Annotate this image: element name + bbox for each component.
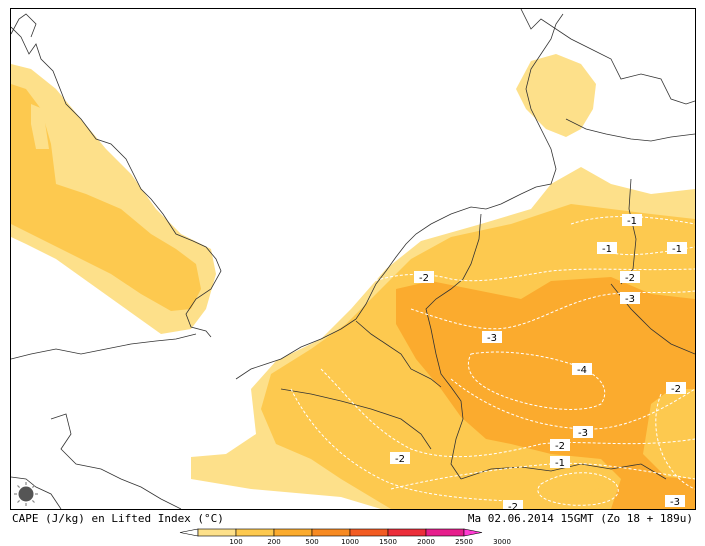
legend-tick-label: 100 [229,538,242,546]
svg-text:-2: -2 [395,454,405,465]
coastline-benelux [355,186,537,320]
border-fr-de [450,386,464,480]
map-canvas: -1 -1 -1 -2 -3 -2 [11,9,695,509]
contour-label: -2 [550,439,570,452]
contour-label: -3 [665,495,685,508]
coastline-scotland [11,13,37,38]
svg-text:-3: -3 [670,497,680,508]
svg-text:-2: -2 [671,384,681,395]
svg-text:-2: -2 [419,273,429,284]
legend-tick-label: 2500 [455,538,473,546]
svg-text:-2: -2 [508,502,518,509]
legend-swatch [273,528,313,537]
contour-label: -1 [622,214,642,227]
legend-swatch [235,528,275,537]
contour-li-2-sw [290,388,512,502]
color-legend: 100 200 500 1000 1500 2000 2500 3000 [179,528,511,546]
svg-text:-3: -3 [578,428,588,439]
contour-label: -3 [482,331,502,344]
coastline-baltic [565,118,695,142]
contour-li-2-east [655,393,695,490]
svg-text:-2: -2 [555,441,565,452]
coastline-layer [11,9,695,509]
contour-label: -3 [573,426,593,439]
contour-li-2-south [320,368,695,458]
coastline-uk [11,26,222,338]
coastline-scandinavia [520,9,695,105]
legend-tick-label: 1500 [379,538,397,546]
coastline-denmark [525,13,564,188]
border-france-interior [280,388,432,450]
legend-tick-label: 2000 [417,538,435,546]
contour-label: -2 [666,382,686,395]
legend-arrow-high [463,528,483,537]
contour-li-4 [468,351,606,410]
svg-text:-1: -1 [672,244,682,255]
legend-tick-label: 500 [305,538,318,546]
contour-label-layer: -1 -1 -1 -2 -3 -2 [390,214,687,509]
coastline-uk-south [11,333,197,360]
cape-area-se-200 [566,477,601,495]
contour-label: -2 [390,452,410,465]
cape-area-uk-200b [31,104,49,149]
contour-li-1-se [537,472,619,506]
legend-swatch [197,528,237,537]
svg-text:-3: -3 [625,294,635,305]
contour-label: -2 [414,271,434,284]
legend-swatch [311,528,351,537]
contour-li-1-north [570,216,695,225]
cape-area-continent-500 [396,277,695,509]
map-caption-datetime: Ma 02.06.2014 15GMT (Zo 18 + 189u) [467,512,693,525]
border-nl-de [425,213,482,388]
legend-tick-labels: 100 200 500 1000 1500 2000 2500 3000 [229,538,511,546]
svg-text:-1: -1 [555,458,565,469]
sun-logo-icon [14,482,38,506]
border-be-fr [355,320,442,388]
contour-label: -1 [550,456,570,469]
legend-tick-label: 1000 [341,538,359,546]
legend-tick-label: 200 [267,538,280,546]
legend-tick-label: 3000 [493,538,511,546]
weather-map: -1 -1 -1 -2 -3 -2 [10,8,696,510]
svg-text:-3: -3 [487,333,497,344]
contour-li-2-north [365,268,695,285]
legend-arrow-low [179,528,199,537]
legend-swatch [387,528,427,537]
svg-text:-4: -4 [577,365,587,376]
contour-label: -1 [597,242,617,255]
cape-area-uk-200 [11,84,201,311]
contour-label: -1 [667,242,687,255]
legend-swatch [425,528,465,537]
contour-label: -3 [620,292,640,305]
contour-label: -4 [572,363,592,376]
coastline-biscay [11,476,62,509]
coastline-brittany [50,413,182,509]
svg-text:-1: -1 [627,216,637,227]
legend-swatch [349,528,389,537]
coastline-france [235,318,357,380]
contour-label: -2 [503,500,523,509]
cape-fill-layer [11,54,695,509]
legend-swatches [179,528,483,537]
contour-label: -2 [620,271,640,284]
contour-li-3-north [410,290,695,330]
cape-area-denmark [516,54,596,137]
svg-text:-2: -2 [625,273,635,284]
map-caption-title: CAPE (J/kg) en Lifted Index (°C) [12,512,224,525]
svg-text:-1: -1 [602,244,612,255]
